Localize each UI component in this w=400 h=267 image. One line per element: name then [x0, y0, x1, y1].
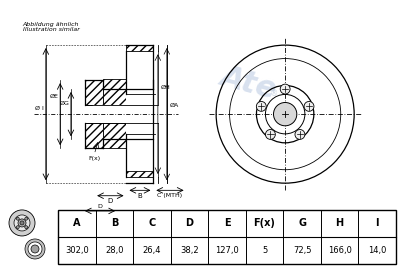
Circle shape [14, 215, 30, 231]
Bar [103, 89, 153, 105]
Text: H: H [336, 218, 344, 229]
Text: 26,4: 26,4 [143, 246, 161, 255]
Circle shape [266, 129, 275, 139]
Text: 166,0: 166,0 [328, 246, 352, 255]
Text: G: G [298, 218, 306, 229]
Text: D: D [98, 205, 102, 209]
Text: F(x): F(x) [254, 218, 276, 229]
Circle shape [304, 101, 314, 111]
Circle shape [25, 217, 28, 220]
Circle shape [16, 226, 19, 229]
Text: ØH: ØH [160, 85, 170, 90]
Bar [126, 64, 153, 171]
Bar [103, 79, 153, 148]
Circle shape [20, 221, 24, 225]
Text: E: E [224, 218, 230, 229]
Circle shape [274, 103, 297, 126]
Text: ®: ® [270, 89, 278, 98]
Text: D: D [108, 198, 113, 205]
Text: D: D [186, 218, 194, 229]
Text: 428263: 428263 [311, 3, 369, 17]
Bar [103, 80, 153, 89]
Circle shape [9, 210, 35, 236]
Text: Abbildung ähnlich: Abbildung ähnlich [22, 22, 79, 27]
Circle shape [31, 245, 39, 253]
Circle shape [295, 129, 305, 139]
Bar [126, 171, 153, 177]
Bar [103, 123, 153, 139]
Text: 5: 5 [262, 246, 267, 255]
Circle shape [280, 84, 290, 94]
Text: 24.0128-0263.1: 24.0128-0263.1 [148, 3, 272, 17]
Text: B: B [138, 193, 142, 199]
Text: ØE: ØE [50, 94, 58, 99]
Bar [92, 105, 162, 123]
Circle shape [256, 101, 266, 111]
Bar [85, 123, 103, 148]
Text: Illustration similar: Illustration similar [22, 27, 79, 32]
Wedge shape [25, 239, 45, 259]
Bar [85, 80, 103, 105]
Text: 72,5: 72,5 [293, 246, 311, 255]
Text: Ate: Ate [218, 61, 281, 104]
Text: B: B [111, 218, 118, 229]
Text: ØA: ØA [170, 103, 179, 108]
Text: 127,0: 127,0 [215, 246, 239, 255]
Circle shape [18, 219, 26, 227]
Text: Ø I: Ø I [35, 106, 44, 111]
Text: C (MTH): C (MTH) [158, 193, 182, 198]
Circle shape [25, 226, 28, 229]
Text: 14,0: 14,0 [368, 246, 386, 255]
Bar [58, 210, 396, 264]
Text: ØG: ØG [59, 101, 69, 106]
Text: C: C [148, 218, 156, 229]
Text: 302,0: 302,0 [65, 246, 89, 255]
Text: F(x): F(x) [88, 156, 100, 162]
Text: A: A [73, 218, 80, 229]
Text: 38,2: 38,2 [180, 246, 199, 255]
Circle shape [16, 217, 19, 220]
Bar [126, 45, 153, 51]
Text: 28,0: 28,0 [105, 246, 124, 255]
Text: I: I [376, 218, 379, 229]
